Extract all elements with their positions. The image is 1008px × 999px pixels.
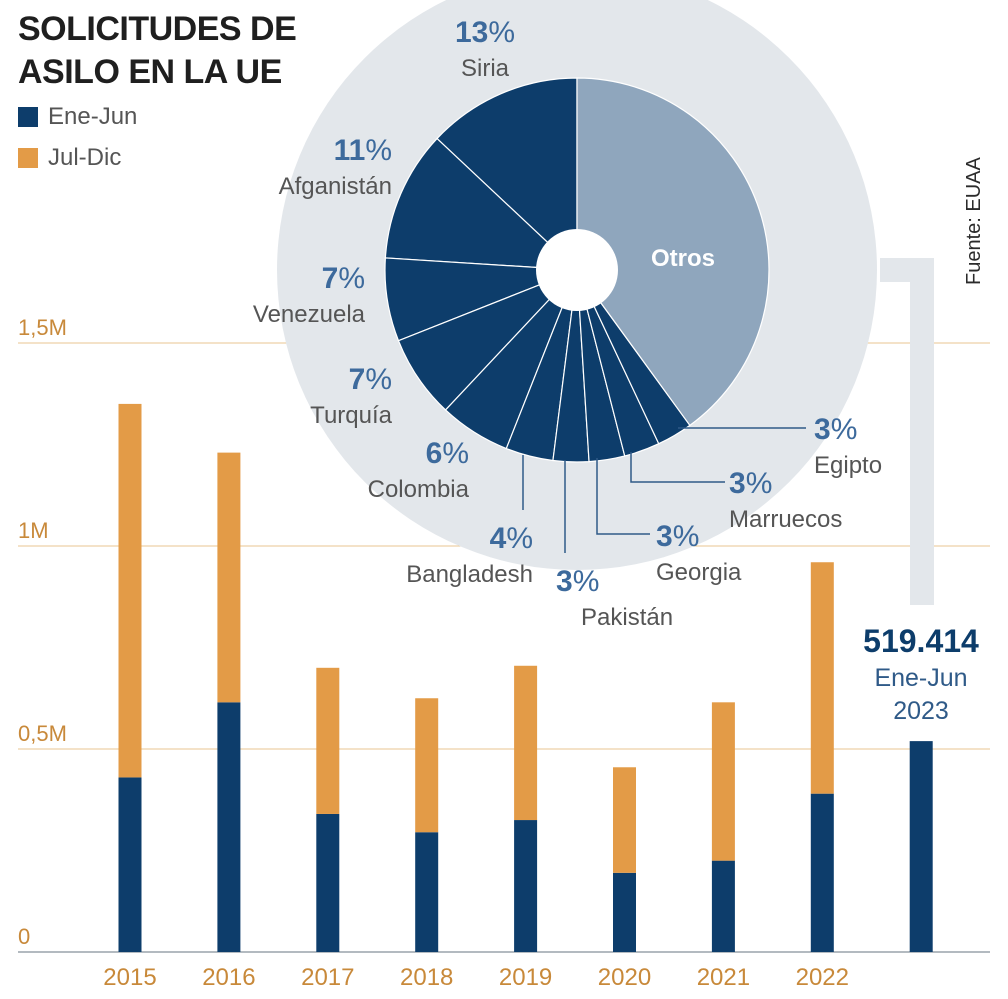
x-tick-label-2018: 2018 [400,964,453,991]
bar-2016-jul-dic [217,452,241,703]
chart-title: SOLICITUDES DE ASILO EN LA UE [18,8,297,94]
bar-extra-ene-jun [909,741,933,952]
bar-2018-jul-dic [415,698,439,833]
donut-label-georgia: Georgia [656,559,742,586]
donut-label-venezuela: Venezuela [253,301,366,328]
y-tick-label: 0 [18,924,30,949]
bar-2016-ene-jun [217,702,241,952]
donut-pct-pakistan: 3% [556,565,599,598]
donut-labels: 13% Siria 11% Afganistán 7% Venezuela 7% Turquí… [253,16,882,631]
donut-label-bangladesh: Bangladesh [406,561,533,588]
x-tick-label-2017: 2017 [301,964,354,991]
bar-2022-jul-dic [810,562,834,794]
donut-pct-marruecos: 3% [729,467,772,500]
x-tick-label-2021: 2021 [697,964,750,991]
bar-2020-jul-dic [613,767,636,873]
legend-label-jul-dic: Jul-Dic [48,144,122,171]
bar-2018-ene-jun [415,832,439,952]
donut-label-otros: Otros [651,245,715,272]
donut-hole [536,229,618,311]
callout-value: 519.414 [863,623,979,659]
bar-2022-ene-jun [810,793,834,952]
bar-chart [118,403,933,952]
chart-title-line-2: ASILO EN LA UE [18,53,282,91]
legend-swatch-ene-jun [18,107,38,127]
donut-slice-otros [576,77,770,427]
bar-2017-ene-jun [316,813,340,952]
connector-band [880,258,934,605]
leader-line-georgia [596,458,650,535]
callout-period: Ene-Jun [874,664,967,692]
legend-swatch-jul-dic [18,148,38,168]
donut-pct-turquia: 7% [349,363,392,396]
x-tick-label-2016: 2016 [202,964,255,991]
legend-label-ene-jun: Ene-Jun [48,103,138,130]
donut-label-afganistan: Afganistán [279,173,392,200]
chart-title-line-1: SOLICITUDES DE [18,10,297,48]
y-tick-label: 0,5M [18,721,67,746]
donut-label-siria: Siria [461,55,510,82]
donut-pct-egipto: 3% [814,413,857,446]
bar-2020-ene-jun [613,872,636,952]
x-tick-label-2022: 2022 [796,964,849,991]
donut-pct-siria: 13% [455,16,515,49]
donut-pct-venezuela: 7% [322,262,365,295]
bar-2021-jul-dic [711,702,735,861]
callout-year: 2023 [893,697,949,725]
donut-pct-bangladesh: 4% [490,522,533,555]
legend-item-jul-dic: Jul-Dic [18,144,121,172]
x-axis-labels: 2015 2016 2017 2018 2019 2020 2021 2022 [103,964,849,991]
donut-pct-colombia: 6% [426,437,469,470]
y-tick-label: 1M [18,518,49,543]
bar-2019-jul-dic [514,665,538,821]
donut-label-colombia: Colombia [368,476,470,503]
x-tick-label-2020: 2020 [598,964,651,991]
donut-label-turquia: Turquía [310,402,392,429]
bar-2019-ene-jun [514,820,538,952]
donut-label-marruecos: Marruecos [729,506,842,533]
donut-slice-afganistan [384,137,579,271]
donut-label-egipto: Egipto [814,452,882,479]
callout-2023: 519.414 Ene-Jun 2023 [863,258,979,725]
donut-pct-georgia: 3% [656,520,699,553]
x-tick-label-2019: 2019 [499,964,552,991]
bar-2021-ene-jun [711,860,735,952]
bar-2015-ene-jun [118,777,142,952]
bar-2017-jul-dic [316,667,340,814]
donut-pct-afganistan: 11% [334,134,392,167]
legend-item-ene-jun: Ene-Jun [18,103,137,131]
donut-slice-siria [436,77,578,272]
donut-label-pakistan: Pakistán [581,604,673,631]
bar-2015-jul-dic [118,403,142,778]
source-note: Fuente: EUAA [963,157,985,285]
x-tick-label-2015: 2015 [103,964,156,991]
y-tick-label: 1,5M [18,315,67,340]
leader-line-marruecos [630,452,725,483]
